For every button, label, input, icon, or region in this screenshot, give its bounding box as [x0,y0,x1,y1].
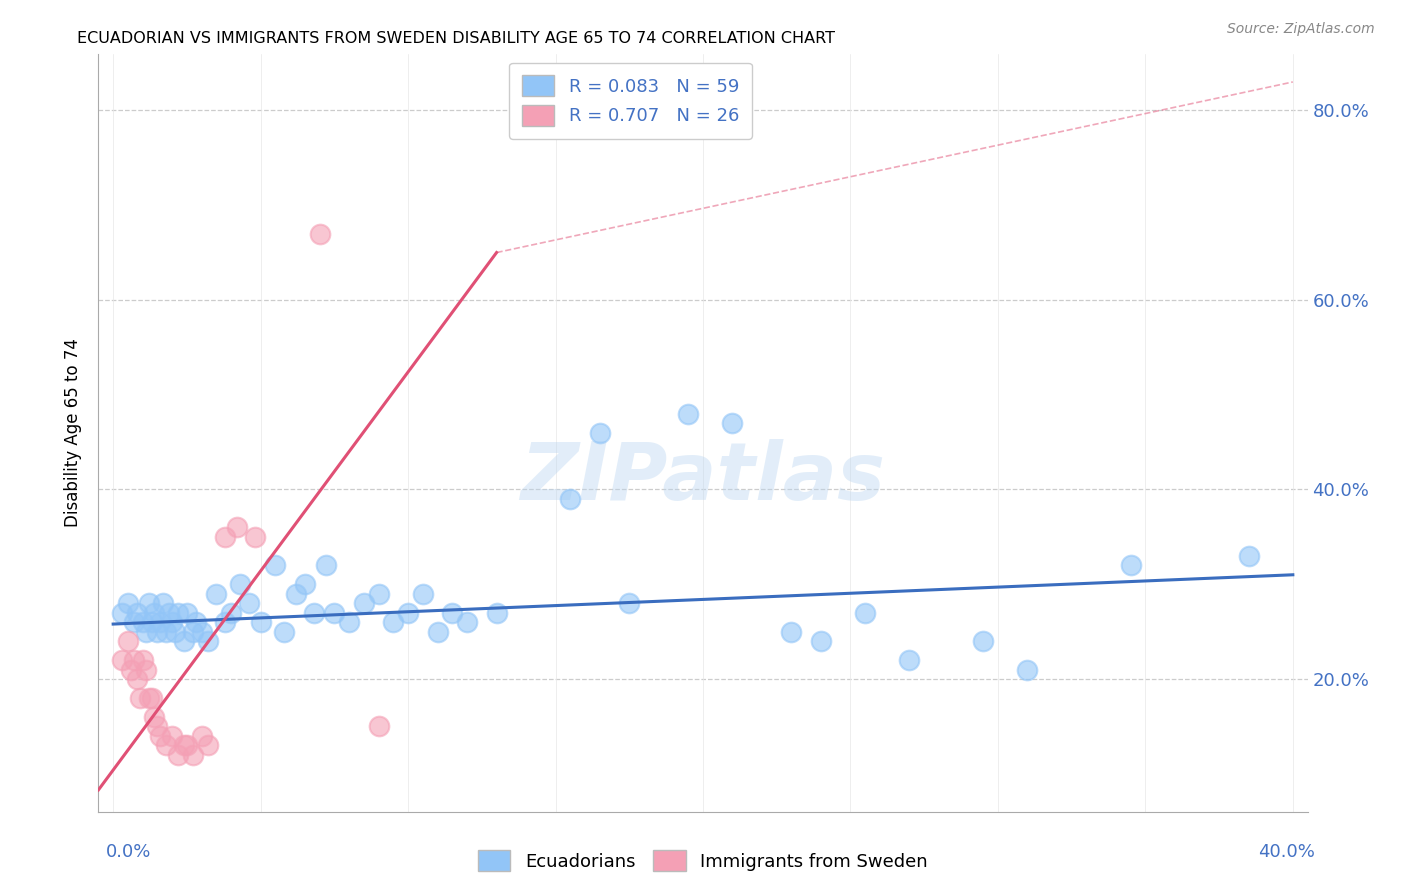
Point [167,747,190,762]
Point [367,719,389,733]
Point [149,615,172,630]
Point [176,606,198,620]
Point [157,606,180,620]
Point [184,615,207,630]
Point [155,624,177,639]
Point [190,624,212,639]
Point [396,606,419,620]
Point [898,653,921,667]
Text: ZIPatlas: ZIPatlas [520,439,886,517]
Point [138,596,160,610]
Point [152,596,174,610]
Point [176,739,198,753]
Point [249,615,271,630]
Point [721,416,744,430]
Point [135,624,157,639]
Point [111,606,134,620]
Point [167,606,190,620]
Point [117,596,139,610]
Point [122,653,145,667]
Point [111,653,134,667]
Point [197,634,219,648]
Point [219,606,242,620]
Text: 0.0%: 0.0% [105,843,150,861]
Point [382,615,405,630]
Point [337,615,360,630]
Point [353,596,375,610]
Point [273,624,295,639]
Point [143,710,166,724]
Point [131,653,153,667]
Point [264,558,287,573]
Point [308,227,330,241]
Point [323,606,346,620]
Point [190,729,212,743]
Point [135,663,157,677]
Point [138,691,160,706]
Point [197,739,219,753]
Point [160,729,183,743]
Point [143,606,166,620]
Point [120,663,142,677]
Point [226,520,249,534]
Point [238,596,260,610]
Point [441,606,464,620]
Point [780,624,803,639]
Point [181,747,204,762]
Legend: R = 0.083   N = 59, R = 0.707   N = 26: R = 0.083 N = 59, R = 0.707 N = 26 [509,62,752,138]
Point [456,615,478,630]
Point [229,577,252,591]
Point [173,739,195,753]
Point [1017,663,1039,677]
Point [302,606,325,620]
Text: 40.0%: 40.0% [1258,843,1315,861]
Point [853,606,876,620]
Text: ECUADORIAN VS IMMIGRANTS FROM SWEDEN DISABILITY AGE 65 TO 74 CORRELATION CHART: ECUADORIAN VS IMMIGRANTS FROM SWEDEN DIS… [77,31,835,46]
Point [619,596,641,610]
Point [131,615,153,630]
Point [141,691,163,706]
Point [155,739,177,753]
Point [367,587,389,601]
Point [294,577,316,591]
Point [141,615,163,630]
Legend: Ecuadorians, Immigrants from Sweden: Ecuadorians, Immigrants from Sweden [471,843,935,879]
Point [589,425,612,440]
Point [412,587,434,601]
Point [810,634,832,648]
Point [205,587,228,601]
Point [214,530,236,544]
Point [125,606,148,620]
Point [1237,549,1260,563]
Point [165,624,187,639]
Point [146,719,169,733]
Point [160,615,183,630]
Point [485,606,508,620]
Point [173,634,195,648]
Point [146,624,169,639]
Point [315,558,337,573]
Point [1119,558,1142,573]
Point [285,587,308,601]
Point [125,672,148,686]
Point [117,634,139,648]
Point [560,491,582,506]
Point [972,634,994,648]
Point [181,624,204,639]
Point [678,407,700,421]
Point [122,615,145,630]
Point [128,691,150,706]
Point [149,729,172,743]
Point [426,624,449,639]
Point [243,530,266,544]
Y-axis label: Disability Age 65 to 74: Disability Age 65 to 74 [65,338,83,527]
Point [214,615,236,630]
Text: Source: ZipAtlas.com: Source: ZipAtlas.com [1227,22,1375,37]
